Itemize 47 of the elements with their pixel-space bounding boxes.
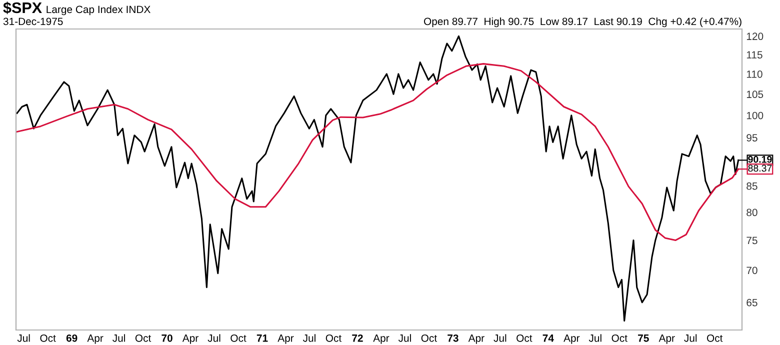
x-tick-label: 71 [256, 334, 268, 342]
y-tick-label: 80 [746, 208, 758, 216]
text: Open 89.77 High 90.75 Low 89.17 Last 90.19 Chg +0.42 (+0.47%) [424, 17, 742, 28]
y-tick-label: 70 [746, 266, 758, 274]
x-tick-label: Oct [612, 334, 628, 342]
y-tick-label: 85 [746, 182, 758, 190]
x-tick-label: Oct [516, 334, 532, 342]
x-tick-label: Jul [112, 334, 126, 342]
x-tick-label: Jul [588, 334, 602, 342]
x-tick-label: Jul [17, 334, 30, 342]
y-tick-label: 120 [746, 32, 764, 40]
x-tick-label: 70 [162, 334, 172, 342]
y-tick-label: 110 [746, 70, 762, 78]
y-tick-label: 105 [746, 90, 764, 98]
annotation: 90.19 [748, 156, 772, 163]
y-tick-label: 100 [746, 112, 764, 120]
x-tick-label: Oct [40, 334, 56, 342]
annotation: 88.37 [748, 164, 772, 172]
chart-subtitle: Large Cap Index INDX [46, 5, 150, 16]
y-tick-label: 75 [746, 236, 758, 244]
x-tick-label: Jul [684, 334, 697, 342]
x-tick-label: 74 [542, 334, 554, 342]
x-tick-label: Apr [564, 334, 580, 344]
x-tick-label: Oct [707, 334, 723, 342]
x-tick-label: Oct [230, 334, 246, 342]
x-tick-label: Apr [373, 334, 390, 344]
x-tick-label: Apr [468, 334, 484, 344]
y-tick-label: 95 [746, 134, 758, 142]
x-tick-label: 73 [448, 334, 458, 342]
x-tick-label: Jul [302, 334, 316, 342]
x-tick-label: Oct [326, 334, 342, 342]
x-tick-label: 72 [352, 334, 363, 342]
x-tick-label: Jul [494, 334, 506, 342]
x-tick-label: Apr [182, 334, 198, 344]
x-tick-label: Oct [135, 334, 152, 342]
x-tick-label: Jul [208, 334, 220, 342]
y-tick-label: 65 [746, 298, 758, 306]
text: 31-Dec-1975 [3, 18, 63, 26]
x-tick-label: Apr [658, 334, 675, 344]
x-tick-label: Apr [87, 334, 104, 344]
x-tick-label: 69 [66, 334, 78, 342]
chart-title: $SPX [3, 2, 42, 14]
y-tick-label: 115 [746, 51, 762, 59]
x-tick-label: Oct [421, 334, 437, 342]
x-tick-label: 75 [638, 334, 649, 342]
x-tick-label: Jul [398, 334, 411, 342]
x-tick-label: Apr [278, 334, 294, 344]
